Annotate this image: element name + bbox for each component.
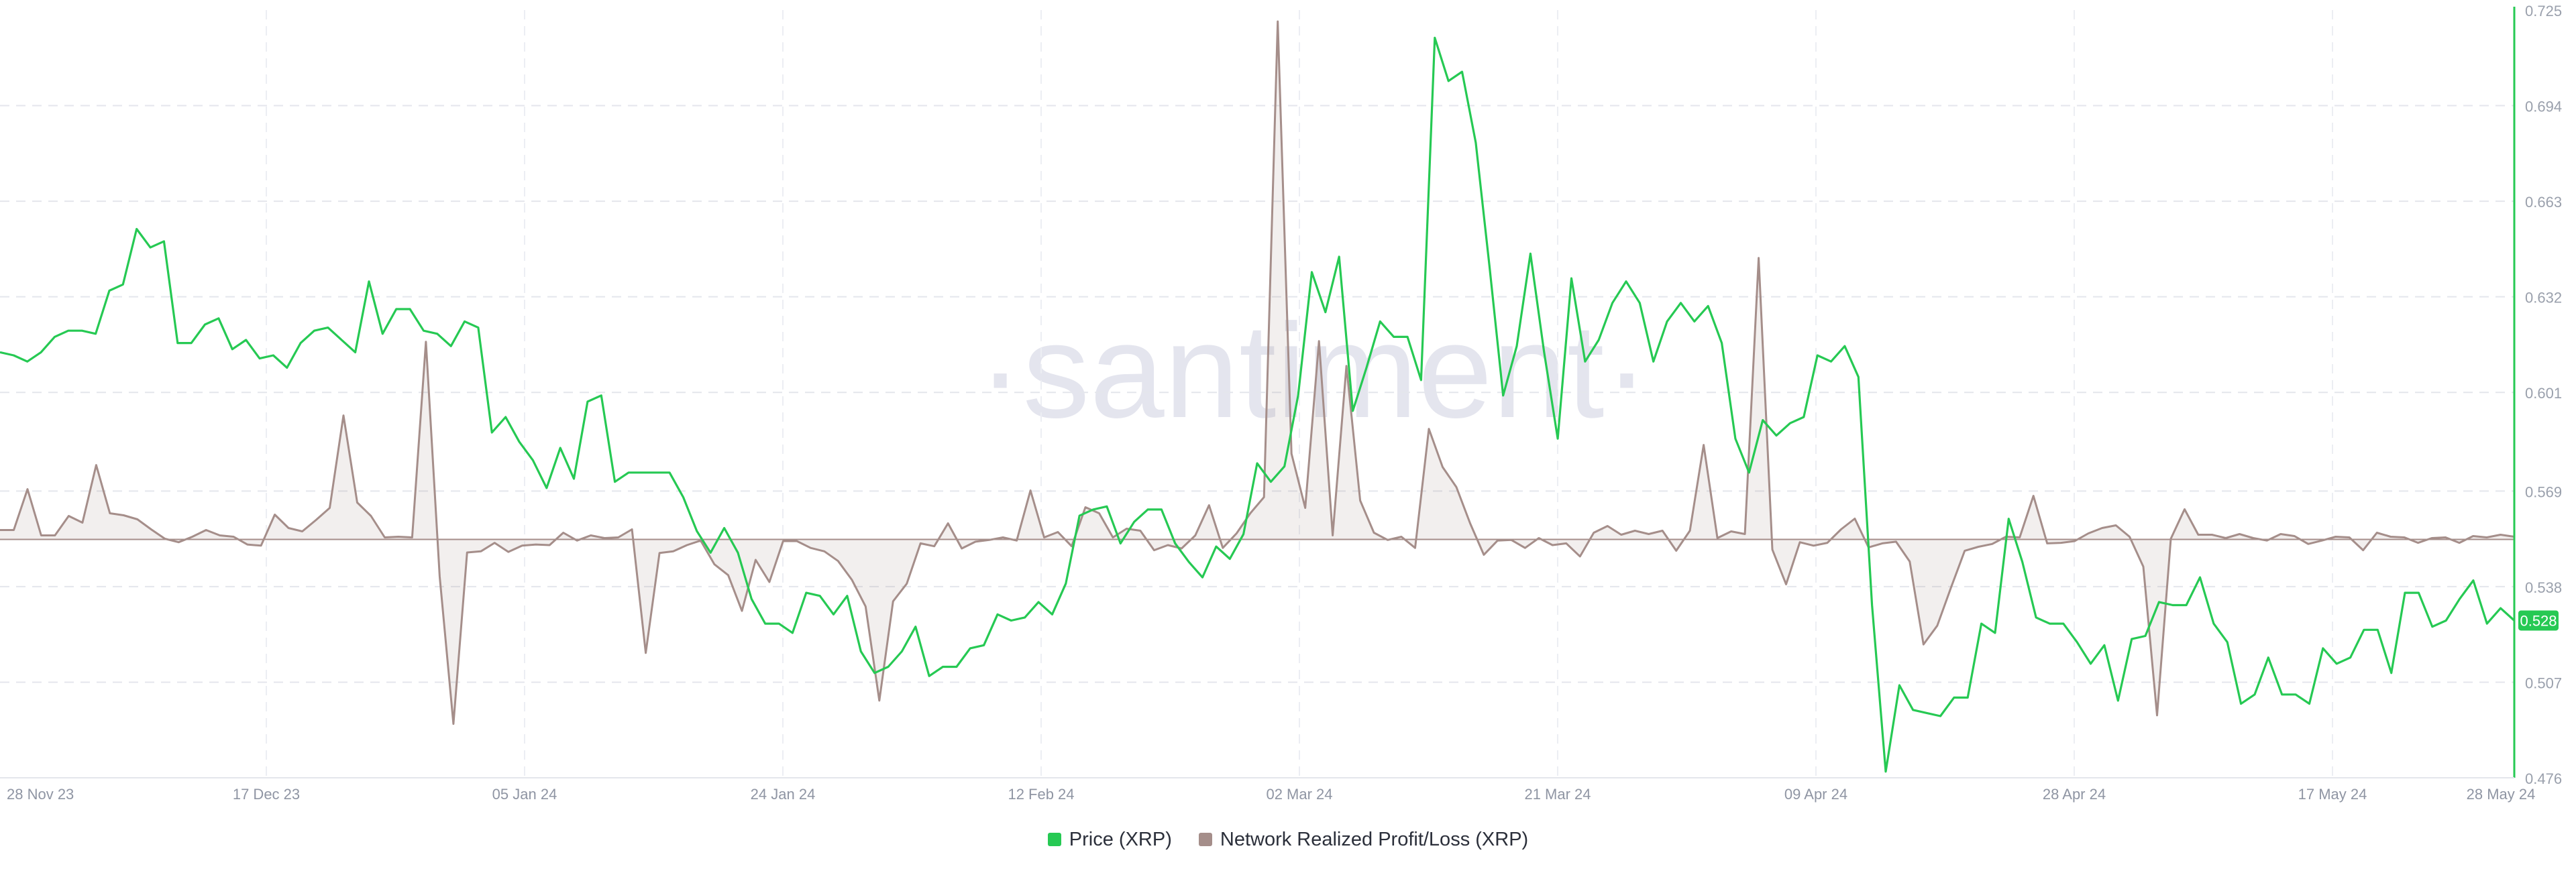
legend-label-price: Price (XRP) <box>1069 828 1172 850</box>
legend-swatch-nrpl <box>1198 833 1212 846</box>
y-tick-label: 0.725 <box>2525 3 2562 19</box>
legend-swatch-price <box>1047 833 1061 846</box>
current-price-label: 0.528 <box>2520 612 2557 629</box>
x-tick-label: 21 Mar 24 <box>1524 786 1591 803</box>
y-tick-label: 0.663 <box>2525 194 2562 211</box>
y-tick-label: 0.569 <box>2525 483 2562 500</box>
y-tick-label: 0.632 <box>2525 290 2562 306</box>
y-tick-label: 0.507 <box>2525 675 2562 691</box>
x-tick-label: 17 May 24 <box>2298 786 2367 803</box>
x-tick-label: 17 Dec 23 <box>233 786 300 803</box>
y-tick-label: 0.538 <box>2525 579 2562 596</box>
series-layer <box>0 20 2516 773</box>
axes: 0.725 0.694 0.663 0.632 0.601 0.569 0.538 0.507… <box>0 3 2562 803</box>
legend-item-price[interactable]: Price (XRP) <box>1047 828 1172 851</box>
x-tick-label: 02 Mar 24 <box>1266 786 1332 803</box>
x-tick-label: 28 Apr 24 <box>2043 786 2106 803</box>
x-tick-label: 05 Jan 24 <box>492 786 557 803</box>
chart-legend: Price (XRP) Network Realized Profit/Loss… <box>0 823 2576 856</box>
price-line <box>0 36 2516 773</box>
legend-item-nrpl[interactable]: Network Realized Profit/Loss (XRP) <box>1198 828 1529 851</box>
y-tick-label: 0.476 <box>2525 770 2562 787</box>
x-tick-label: 24 Jan 24 <box>751 786 816 803</box>
x-tick-label: 09 Apr 24 <box>1784 786 1847 803</box>
watermark: ·santiment· <box>978 296 1649 446</box>
y-tick-label: 0.694 <box>2525 99 2562 115</box>
current-price-badge <box>2518 610 2559 631</box>
y-tick-label: 0.601 <box>2525 385 2562 402</box>
nrpl-line <box>0 20 2515 725</box>
grid-lines <box>0 10 2514 778</box>
x-tick-label: 12 Feb 24 <box>1008 786 1074 803</box>
legend-label-nrpl: Network Realized Profit/Loss (XRP) <box>1220 828 1529 850</box>
x-tick-label: 28 Nov 23 <box>7 786 74 803</box>
x-tick-label: 28 May 24 <box>2467 786 2536 803</box>
